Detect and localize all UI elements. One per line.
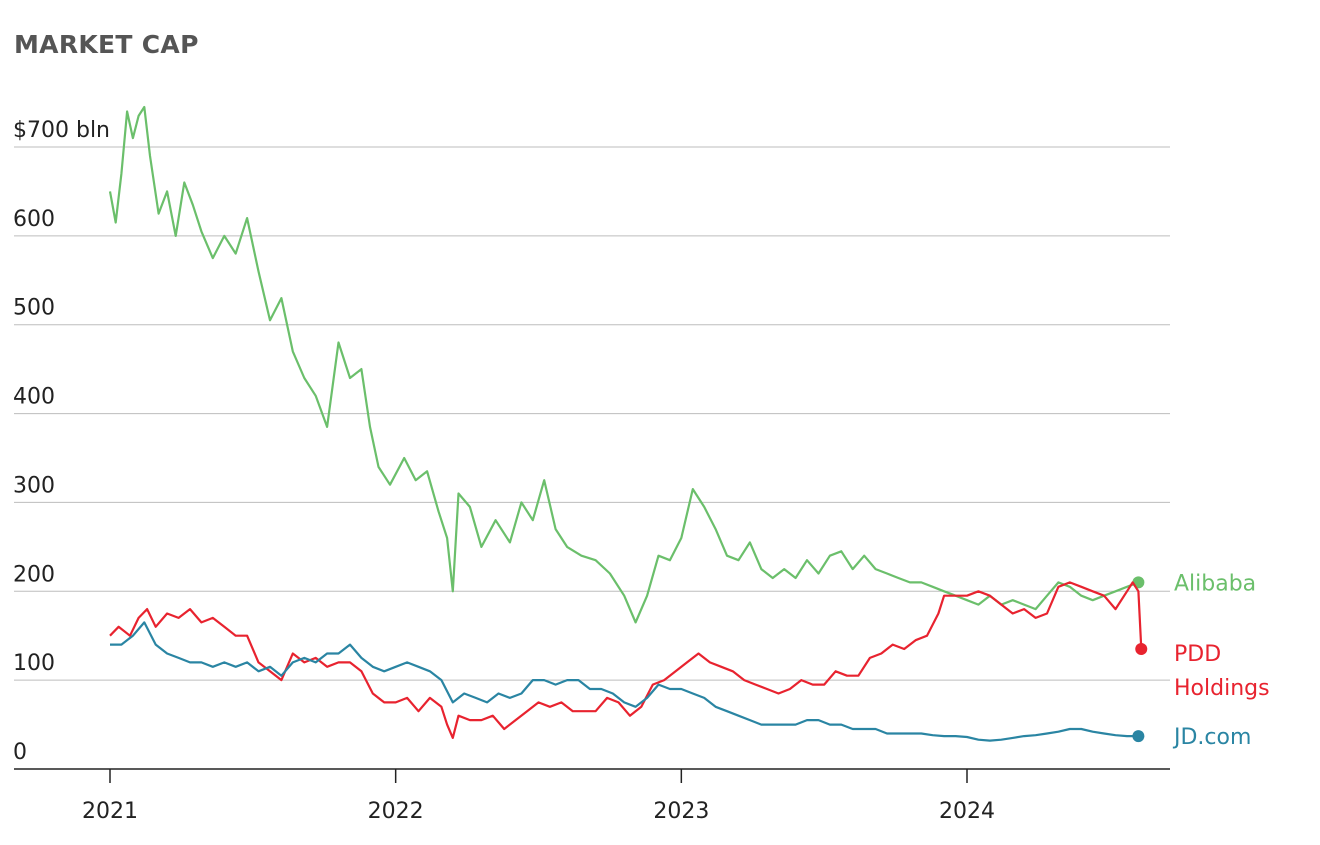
x-tick-label: 2023 (653, 799, 709, 824)
series-label: PDD Holdings (1174, 642, 1270, 701)
y-tick-label: 600 (13, 207, 55, 232)
series-end-dot (1132, 730, 1145, 743)
y-tick-label: 0 (13, 740, 27, 765)
x-tick-label: 2024 (939, 799, 995, 824)
y-tick-label: 100 (13, 651, 55, 676)
y-tick-label: 200 (13, 562, 55, 587)
y-tick-label: $700 bln (13, 118, 110, 143)
series-labels: Alibaba PDD Holdings JD.com (1172, 571, 1270, 750)
series-line-jd-com (110, 621, 1139, 742)
y-axis-ticks: 0 100 200 300 400 500 600 $700 bln (13, 118, 110, 765)
series-line-alibaba (108, 105, 1139, 624)
x-axis: 2021 2022 2023 2024 (14, 768, 1170, 824)
y-tick-label: 300 (13, 473, 55, 498)
series-end-dot (1135, 643, 1148, 656)
y-tick-label: 400 (13, 385, 55, 410)
series-lines (108, 105, 1148, 743)
series-line-pdd-holdings (109, 581, 1143, 739)
x-tick-label: 2022 (368, 799, 424, 824)
x-tick-label: 2021 (82, 799, 138, 824)
chart-title: MARKET CAP (14, 30, 199, 59)
y-tick-label: 500 (13, 296, 55, 321)
series-label: Alibaba (1174, 571, 1256, 596)
gridlines (14, 146, 1170, 681)
series-label: JD.com (1172, 725, 1251, 750)
